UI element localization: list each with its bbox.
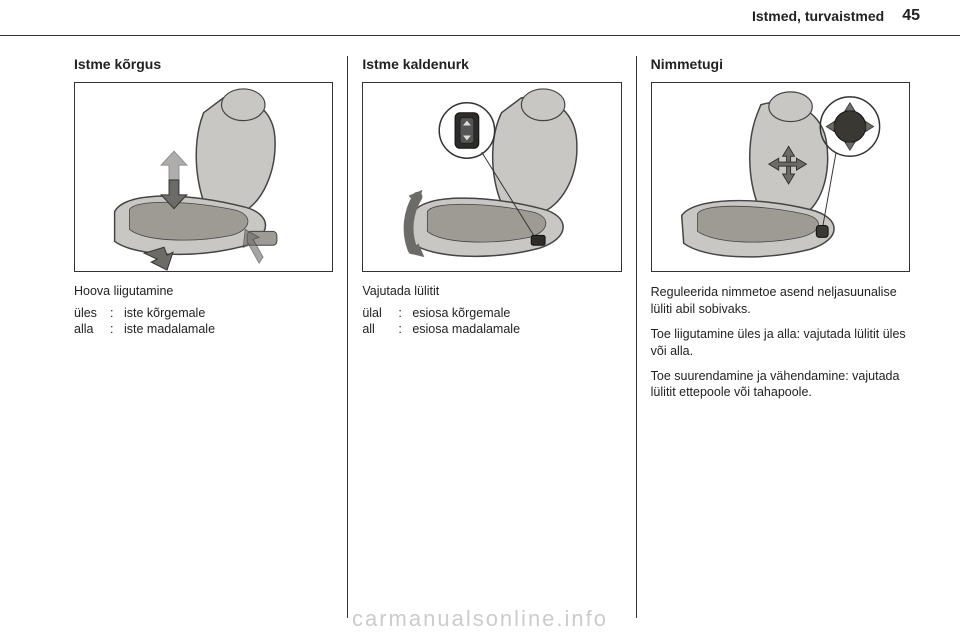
def-key: üles bbox=[74, 306, 104, 320]
def-value: esiosa madalamale bbox=[412, 322, 520, 336]
def-key: all bbox=[362, 322, 392, 336]
col-title: Istme kaldenurk bbox=[362, 56, 621, 72]
illustration-lumbar bbox=[651, 82, 910, 272]
page-number: 45 bbox=[902, 7, 920, 25]
def-value: iste madalamale bbox=[124, 322, 215, 336]
columns: Istme kõrgus bbox=[60, 56, 924, 618]
col-title: Istme kõrgus bbox=[74, 56, 333, 72]
def-colon: : bbox=[398, 322, 406, 336]
def-colon: : bbox=[110, 306, 118, 320]
def-colon: : bbox=[398, 306, 406, 320]
paragraph: Reguleerida nimmetoe asend neljasuunalis… bbox=[651, 284, 910, 318]
def-row: alla : iste madalamale bbox=[74, 322, 333, 336]
illustration-seat-tilt bbox=[362, 82, 621, 272]
def-value: iste kõrgemale bbox=[124, 306, 205, 320]
page-title: Istmed, turvaistmed bbox=[752, 8, 884, 24]
column-seat-height: Istme kõrgus bbox=[60, 56, 347, 618]
col-title: Nimmetugi bbox=[651, 56, 910, 72]
def-key: alla bbox=[74, 322, 104, 336]
paragraph: Toe liigutamine üles ja alla: vajutada l… bbox=[651, 326, 910, 360]
def-row: üles : iste kõrgemale bbox=[74, 306, 333, 320]
caption: Hoova liigutamine bbox=[74, 284, 333, 298]
illustration-seat-height bbox=[74, 82, 333, 272]
def-key: ülal bbox=[362, 306, 392, 320]
definition-list: üles : iste kõrgemale alla : iste madala… bbox=[74, 306, 333, 336]
def-row: ülal : esiosa kõrgemale bbox=[362, 306, 621, 320]
caption: Vajutada lülitit bbox=[362, 284, 621, 298]
paragraph: Toe suurendamine ja vähendamine: vajutad… bbox=[651, 368, 910, 402]
def-row: all : esiosa madalamale bbox=[362, 322, 621, 336]
definition-list: ülal : esiosa kõrgemale all : esiosa mad… bbox=[362, 306, 621, 336]
column-lumbar-support: Nimmetugi bbox=[636, 56, 924, 618]
def-value: esiosa kõrgemale bbox=[412, 306, 510, 320]
column-seat-tilt: Istme kaldenurk bbox=[347, 56, 635, 618]
page-header: Istmed, turvaistmed 45 bbox=[0, 0, 960, 36]
def-colon: : bbox=[110, 322, 118, 336]
